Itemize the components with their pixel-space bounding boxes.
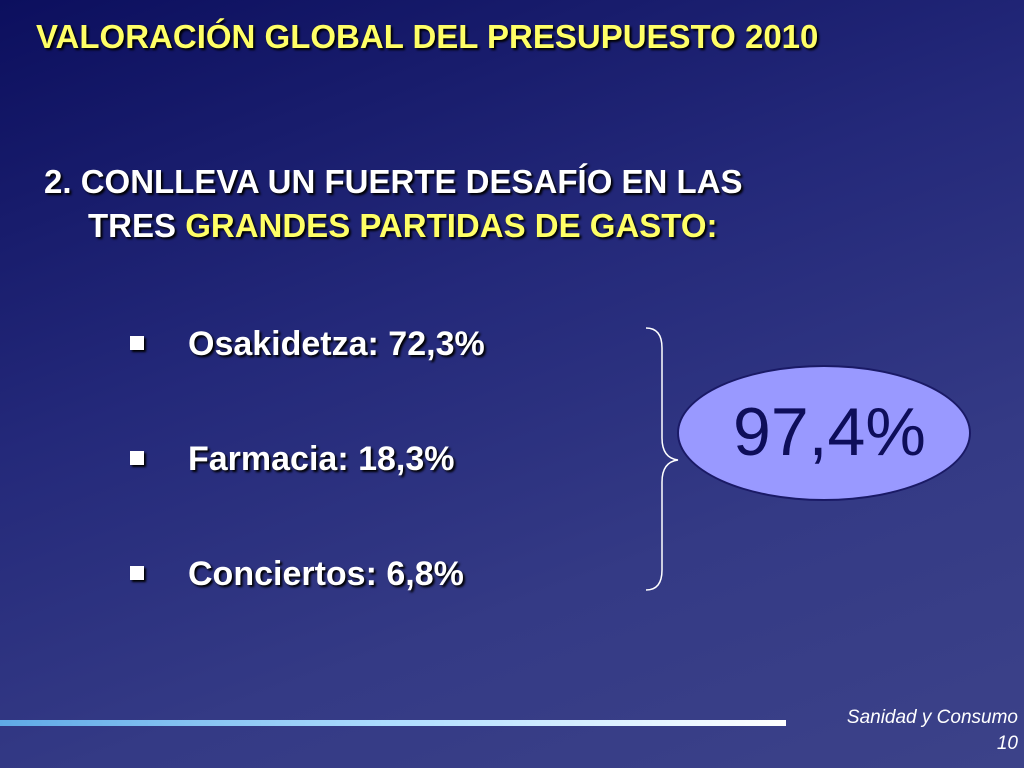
- slide-title: VALORACIÓN GLOBAL DEL PRESUPUESTO 2010: [36, 18, 819, 55]
- bullet-label: Osakidetza: 72,3%: [188, 325, 485, 363]
- square-bullet-icon: [130, 336, 144, 351]
- bullet-item-conciertos: Conciertos: 6,8%: [130, 555, 464, 594]
- bullet-item-farmacia: Farmacia: 18,3%: [130, 440, 455, 479]
- footer-section-label: Sanidad y Consumo: [846, 707, 1018, 728]
- square-bullet-icon: [130, 451, 144, 466]
- subtitle-line-2-white: TRES: [88, 207, 177, 244]
- footer: Sanidad y Consumo 10: [847, 705, 1018, 757]
- page-number: 10: [996, 733, 1018, 754]
- footer-divider-bar: [0, 720, 786, 726]
- bullet-item-osakidetza: Osakidetza: 72,3%: [130, 325, 485, 364]
- bullet-label: Conciertos: 6,8%: [188, 555, 464, 593]
- right-brace-icon: [645, 327, 679, 591]
- subtitle-line-2: TRES GRANDES PARTIDAS DE GASTO:: [44, 204, 743, 248]
- subtitle-line-1: 2. CONLLEVA UN FUERTE DESAFÍO EN LAS: [44, 163, 743, 200]
- total-percentage: 97,4%: [733, 394, 926, 470]
- square-bullet-icon: [130, 566, 144, 581]
- slide-subtitle: 2. CONLLEVA UN FUERTE DESAFÍO EN LAS TRE…: [44, 160, 743, 248]
- bullet-label: Farmacia: 18,3%: [188, 440, 455, 478]
- subtitle-line-2-highlight: GRANDES PARTIDAS DE GASTO:: [185, 207, 718, 244]
- total-ellipse: [677, 365, 971, 501]
